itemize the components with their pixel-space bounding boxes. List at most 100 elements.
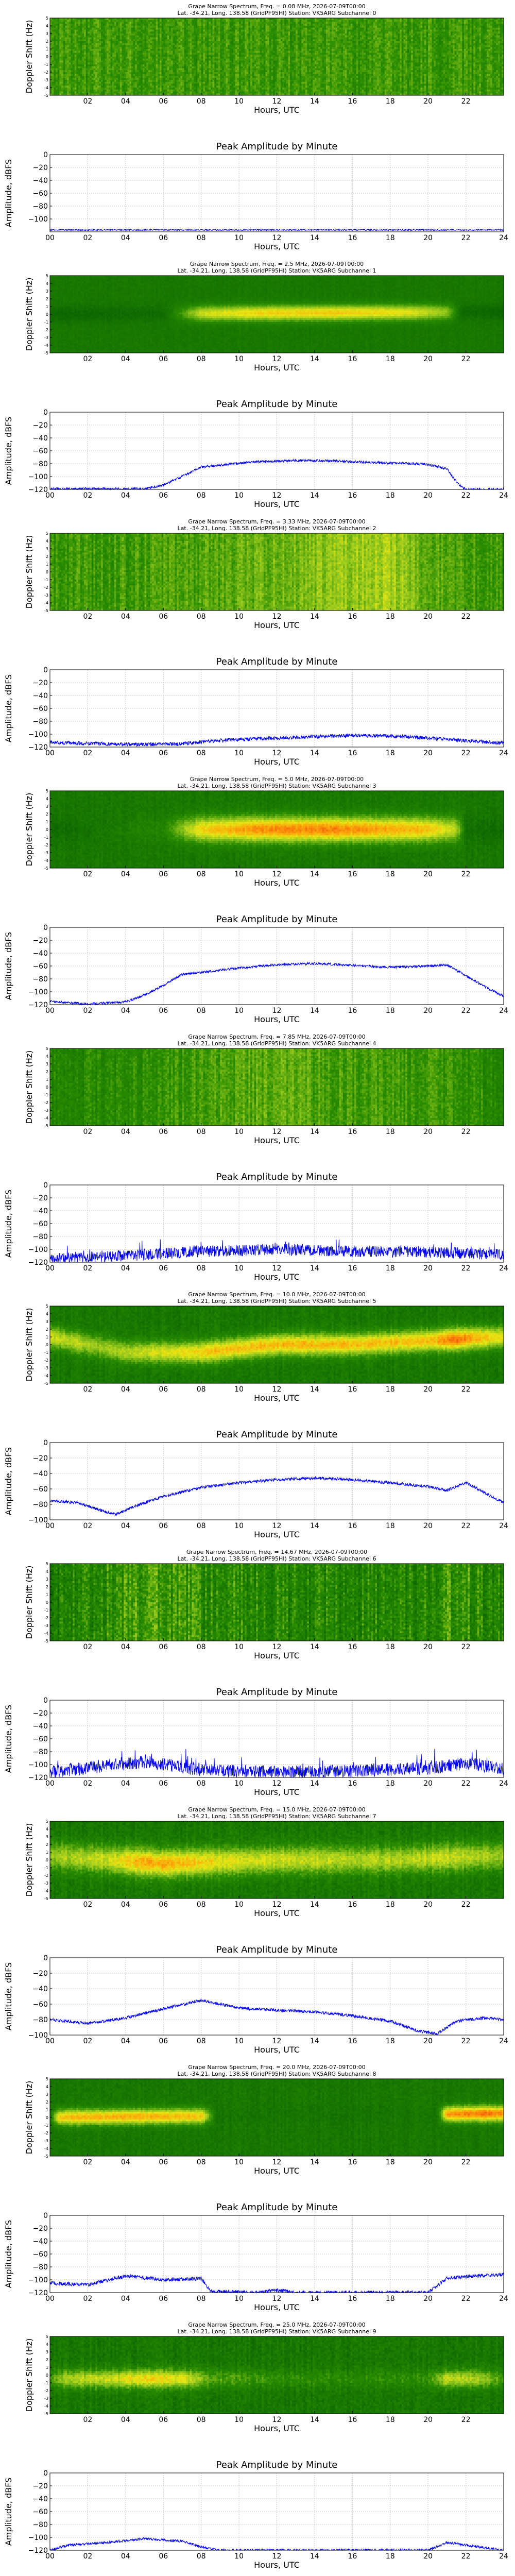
heatmap-cell (50, 41, 52, 43)
heatmap-cell (50, 49, 52, 51)
heatmap-cell (59, 82, 61, 84)
heatmap-cell (75, 57, 77, 59)
heatmap-cell (88, 59, 90, 61)
heatmap-cell (71, 90, 73, 92)
heatmap-cell (105, 84, 107, 86)
heatmap-cell (95, 78, 97, 80)
heatmap-cell (110, 31, 112, 33)
heatmap-cell (59, 74, 61, 76)
heatmap-cell (86, 62, 88, 64)
heatmap-cell (103, 61, 105, 63)
heatmap-cell (107, 28, 109, 30)
heatmap-cell (120, 82, 122, 84)
heatmap-cell (82, 36, 84, 38)
heatmap-cell (65, 88, 67, 90)
heatmap-cell (56, 28, 58, 30)
heatmap-cell (97, 62, 99, 64)
heatmap-cell (126, 31, 128, 33)
heatmap-cell (124, 38, 126, 40)
heatmap-cell (88, 43, 90, 45)
heatmap-cell (67, 38, 69, 40)
heatmap-cell (92, 51, 94, 53)
heatmap-cell (124, 64, 126, 66)
heatmap-cell (63, 61, 65, 63)
heatmap-cell (52, 20, 54, 22)
heatmap-cell (56, 24, 58, 26)
heatmap-cell (107, 72, 109, 74)
heatmap-cell (99, 64, 101, 66)
heatmap-cell (56, 18, 58, 20)
heatmap-cell (76, 36, 78, 38)
heatmap-cell (71, 64, 73, 66)
heatmap-cell (124, 80, 126, 82)
heatmap-cell (61, 49, 63, 51)
heatmap-cell (92, 62, 94, 64)
heatmap-cell (61, 26, 63, 28)
heatmap-cell (120, 86, 122, 88)
heatmap-cell (95, 22, 97, 24)
heatmap-cell (56, 69, 58, 71)
heatmap-cell (131, 70, 133, 72)
heatmap-cell (99, 36, 101, 38)
heatmap-cell (114, 70, 116, 72)
heatmap-cell (109, 92, 111, 94)
heatmap-cell (93, 88, 95, 90)
heatmap-cell (110, 18, 112, 20)
heatmap-cell (101, 74, 103, 76)
heatmap-cell (129, 61, 131, 63)
heatmap-cell (105, 80, 107, 82)
heatmap-cell (63, 24, 65, 26)
heatmap-cell (107, 24, 109, 26)
heatmap-cell (126, 80, 128, 82)
heatmap-cell (59, 24, 61, 26)
heatmap-cell (90, 82, 92, 84)
heatmap-cell (56, 31, 58, 33)
heatmap-cell (103, 53, 105, 55)
heatmap-cell (58, 88, 60, 90)
heatmap-cell (116, 20, 118, 22)
heatmap-cell (71, 80, 73, 82)
heatmap-cell (88, 76, 90, 78)
heatmap-cell (116, 88, 118, 90)
heatmap-cell (118, 33, 120, 36)
heatmap-cell (107, 47, 109, 49)
heatmap-cell (128, 31, 130, 33)
heatmap-cell (101, 26, 103, 28)
heatmap-cell (63, 33, 65, 36)
heatmap-cell (84, 76, 86, 78)
heatmap-cell (101, 86, 103, 88)
heatmap-cell (114, 28, 116, 30)
heatmap-cell (59, 61, 61, 63)
heatmap-cell (86, 66, 88, 69)
heatmap-cell (63, 41, 65, 43)
heatmap-cell (105, 39, 107, 41)
heatmap-cell (67, 88, 69, 90)
heatmap-cell (118, 38, 120, 40)
heatmap-cell (75, 86, 77, 88)
heatmap-cell (52, 69, 54, 71)
heatmap-cell (105, 24, 107, 26)
heatmap-cell (63, 31, 65, 33)
heatmap-cell (114, 24, 116, 26)
heatmap-cell (90, 26, 92, 28)
heatmap-cell (61, 43, 63, 45)
heatmap-cell (126, 72, 128, 74)
heatmap-cell (105, 49, 107, 51)
heatmap-cell (54, 61, 56, 63)
heatmap-cell (112, 92, 114, 94)
heatmap-cell (71, 84, 73, 86)
heatmap-cell (61, 57, 63, 59)
heatmap-cell (50, 20, 52, 22)
heatmap-cell (54, 62, 56, 64)
heatmap-cell (88, 30, 90, 32)
heatmap-cell (78, 47, 80, 49)
heatmap-cell (90, 39, 92, 41)
heatmap-cell (105, 20, 107, 22)
heatmap-cell (126, 92, 128, 94)
heatmap-cell (63, 69, 65, 71)
heatmap-cell (92, 69, 94, 71)
heatmap-cell (135, 70, 137, 72)
heatmap-cell (107, 66, 109, 69)
heatmap-cell (95, 64, 97, 66)
heatmap-cell (54, 80, 56, 82)
